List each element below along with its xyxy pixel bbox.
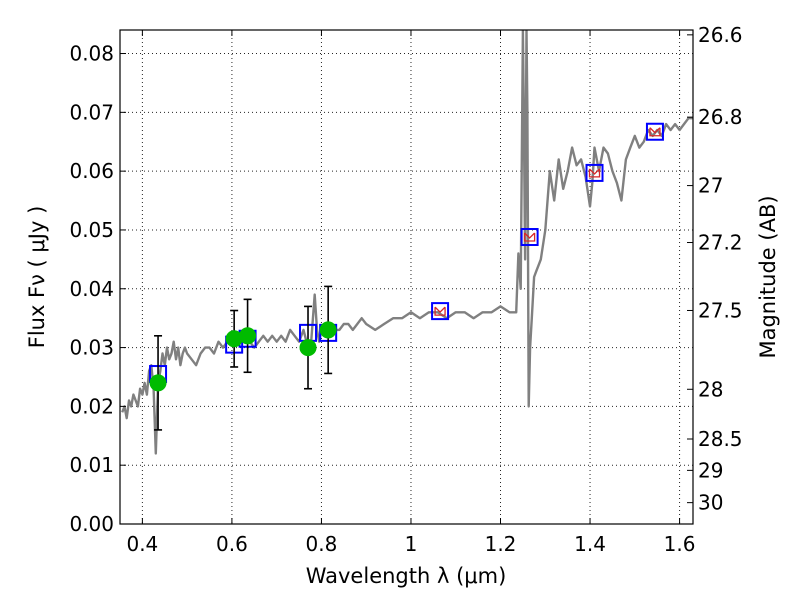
- x-axis-label: Wavelength λ (μm): [306, 564, 507, 588]
- magnitude-tick-label: 26.8: [698, 105, 743, 129]
- y-tick-label: 0.00: [69, 512, 114, 536]
- y-tick-label: 0.07: [69, 100, 114, 124]
- y-tick-label: 0.04: [69, 277, 114, 301]
- template-marker: [523, 232, 536, 242]
- x-tick-label: 1.4: [574, 532, 606, 556]
- plot-area: [121, 30, 693, 455]
- y-tick-label: 0.05: [69, 218, 114, 242]
- model-square-marker: [645, 122, 664, 141]
- template-marker: [649, 127, 661, 137]
- model-square-marker: [585, 163, 604, 182]
- y-axis-label: Flux Fν ( μJy ): [25, 206, 49, 349]
- model-square-marker: [431, 302, 450, 321]
- magnitude-tick-label: 29: [698, 458, 723, 482]
- x-tick-label: 0.6: [216, 532, 248, 556]
- axis-ticks: 0.4 0.6 0.8 1 1.2 1.4 1.6 0.00 0.01 0.02 0.03 0.04 0…: [69, 23, 742, 556]
- magnitude-tick-label: 28.5: [698, 427, 743, 451]
- template-marker: [588, 168, 601, 178]
- y-tick-label: 0.08: [69, 42, 114, 66]
- plot-frame: [119, 29, 694, 525]
- magnitude-tick-label: 27.5: [698, 298, 743, 322]
- magnitude-tick-label: 26.6: [698, 23, 743, 47]
- y-tick-label: 0.06: [69, 159, 114, 183]
- spectrum-line: [121, 30, 693, 455]
- x-tick-label: 0.8: [306, 532, 338, 556]
- magnitude-tick-label: 27.2: [698, 231, 743, 255]
- magnitude-axis-label: Magnitude (AB): [756, 195, 780, 358]
- x-tick-label: 1: [405, 532, 418, 556]
- model-square-marker: [520, 228, 539, 247]
- y-tick-label: 0.03: [69, 336, 114, 360]
- y-tick-label: 0.02: [69, 394, 114, 418]
- x-tick-label: 1.6: [664, 532, 696, 556]
- y-tick-label: 0.01: [69, 453, 114, 477]
- x-tick-label: 1.2: [485, 532, 517, 556]
- observed-flux-point: [299, 339, 317, 357]
- x-tick-label: 0.4: [126, 532, 158, 556]
- observed-flux-point: [319, 321, 337, 339]
- magnitude-tick-label: 30: [698, 491, 723, 515]
- magnitude-tick-label: 28: [698, 377, 723, 401]
- template-marker: [434, 306, 446, 316]
- magnitude-tick-label: 27: [698, 174, 723, 198]
- observed-flux-point: [239, 327, 257, 345]
- observed-flux-point: [149, 374, 167, 392]
